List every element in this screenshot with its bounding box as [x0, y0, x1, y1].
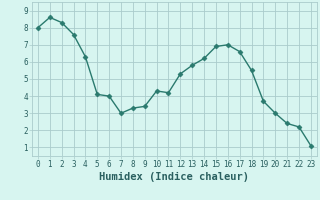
X-axis label: Humidex (Indice chaleur): Humidex (Indice chaleur): [100, 172, 249, 182]
